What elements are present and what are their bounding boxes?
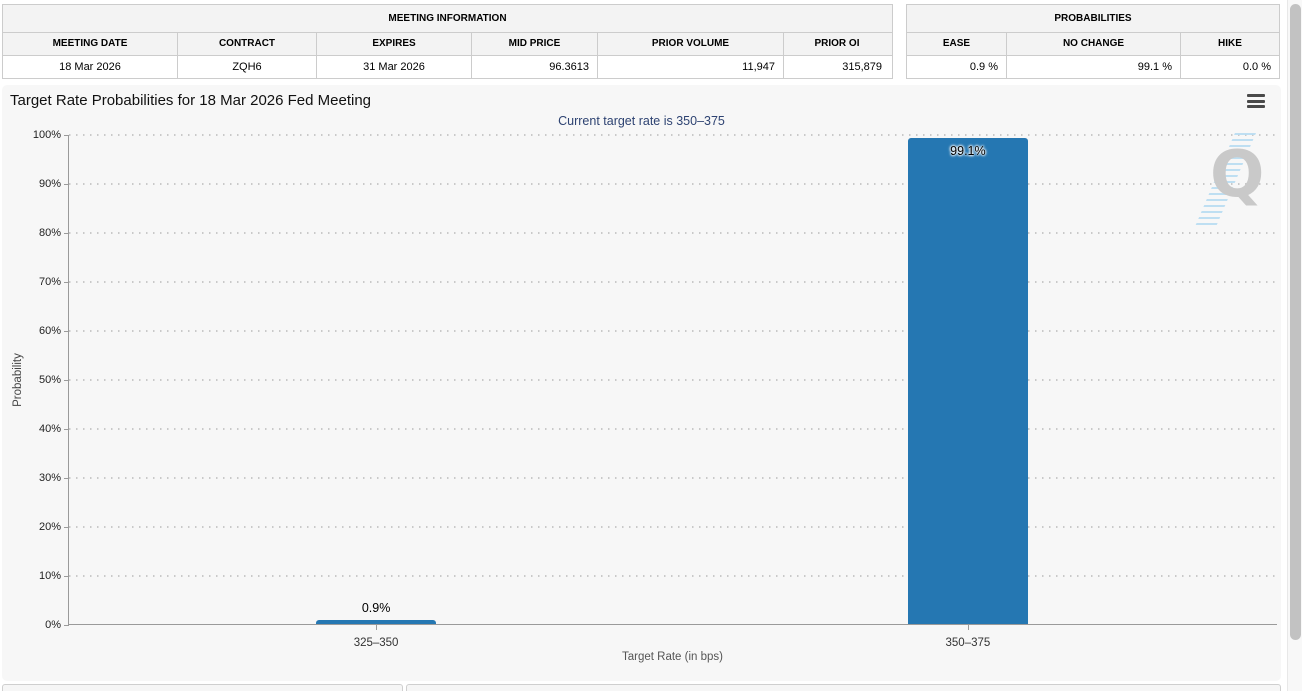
vertical-scrollbar[interactable] bbox=[1287, 0, 1302, 691]
y-tick-mark bbox=[64, 625, 69, 626]
bar-value-label: 0.9% bbox=[361, 600, 391, 615]
x-tick-mark bbox=[376, 625, 378, 630]
y-tick-label: 20% bbox=[38, 521, 61, 533]
chart-subtitle: Current target rate is 350–375 bbox=[558, 114, 725, 128]
y-tick-mark bbox=[64, 135, 69, 136]
x-tick-label: 325–350 bbox=[353, 637, 399, 649]
meeting-value-cell: 96.3613 bbox=[471, 56, 597, 78]
meeting-header-cell: EXPIRES bbox=[316, 33, 471, 55]
probabilities-header-cell: EASE bbox=[942, 38, 971, 49]
y-tick-mark bbox=[64, 478, 69, 479]
plot-area: 0% 10% 20% 30% 40% 50% 60% 70% 80% 90% 100% 0.9% 325… bbox=[33, 129, 1277, 649]
gridline-100 bbox=[69, 134, 1277, 136]
meeting-header-cell: MID PRICE bbox=[471, 33, 597, 55]
y-tick-mark bbox=[64, 233, 69, 234]
meeting-header-cell: CONTRACT bbox=[177, 33, 316, 55]
probability-bar[interactable] bbox=[316, 619, 437, 624]
meeting-value-cell: 31 Mar 2026 bbox=[316, 56, 471, 78]
gridline-80 bbox=[69, 232, 1277, 234]
gridline-30 bbox=[69, 477, 1277, 479]
y-tick-label: 30% bbox=[38, 472, 61, 484]
probabilities-table: PROBABILITIES EASE NO CHANGE HIKE 0.9 % 99.… bbox=[906, 4, 1280, 79]
x-axis-label: Target Rate (in bps) bbox=[622, 651, 723, 663]
y-tick-label: 90% bbox=[38, 178, 61, 190]
gridline-60 bbox=[69, 330, 1277, 332]
gridline-70 bbox=[69, 281, 1277, 283]
meeting-information-header-row: MEETING DATE CONTRACT EXPIRES MID PRICE PRIO… bbox=[3, 33, 892, 56]
x-tick-mark bbox=[967, 625, 969, 630]
probabilities-value-cell: 0.9 % bbox=[907, 56, 1006, 78]
bar-value-label: 99.1% bbox=[950, 144, 986, 159]
y-tick-mark bbox=[64, 380, 69, 381]
probabilities-header-cell: NO CHANGE bbox=[1006, 33, 1180, 55]
y-tick-label: 50% bbox=[38, 374, 61, 386]
quikstrike-q-logo-icon: Q bbox=[1210, 138, 1265, 212]
lower-panel-left bbox=[2, 684, 403, 691]
meeting-value-cell: 18 Mar 2026 bbox=[3, 56, 177, 78]
gridline-40 bbox=[69, 428, 1277, 430]
meeting-information-value-row: 18 Mar 2026 ZQH6 31 Mar 2026 96.3613 11,947 3… bbox=[3, 56, 892, 78]
gridline-20 bbox=[69, 526, 1277, 528]
y-tick-mark bbox=[64, 282, 69, 283]
quikstrike-watermark: Q bbox=[1194, 133, 1270, 229]
y-tick-label: 60% bbox=[38, 325, 61, 337]
meeting-value-cell: 315,879 bbox=[783, 56, 890, 78]
y-tick-mark bbox=[64, 184, 69, 185]
y-tick-mark bbox=[64, 331, 69, 332]
meeting-header-cell: PRIOR OI bbox=[783, 33, 890, 55]
x-tick-label: 350–375 bbox=[945, 637, 991, 649]
target-rate-probabilities-chart: Target Rate Probabilities for 18 Mar 202… bbox=[2, 85, 1281, 681]
y-tick-label: 100% bbox=[32, 129, 61, 141]
probability-bar[interactable] bbox=[907, 138, 1028, 624]
meeting-header-cell: PRIOR VOLUME bbox=[597, 33, 783, 55]
y-tick-mark bbox=[64, 429, 69, 430]
gridline-10 bbox=[69, 575, 1277, 577]
probabilities-value-cell: 0.0 % bbox=[1180, 56, 1279, 78]
y-tick-label: 10% bbox=[38, 570, 61, 582]
probabilities-title: PROBABILITIES bbox=[907, 5, 1279, 33]
gridline-50 bbox=[69, 379, 1277, 381]
meeting-value-cell: ZQH6 bbox=[177, 56, 316, 78]
meeting-information-title: MEETING INFORMATION bbox=[3, 5, 892, 33]
meeting-value-cell: 11,947 bbox=[597, 56, 783, 78]
y-tick-label: 70% bbox=[38, 276, 61, 288]
y-tick-label: 80% bbox=[38, 227, 61, 239]
gridline-90 bbox=[69, 183, 1277, 185]
chart-menu-icon[interactable] bbox=[1247, 94, 1265, 108]
probabilities-value-cell: 99.1 % bbox=[1006, 56, 1180, 78]
probabilities-value-row: 0.9 % 99.1 % 0.0 % bbox=[907, 56, 1279, 78]
probabilities-header-cell: HIKE bbox=[1180, 33, 1279, 55]
y-tick-mark bbox=[64, 576, 69, 577]
chart-title: Target Rate Probabilities for 18 Mar 202… bbox=[10, 92, 372, 109]
y-tick-label: 40% bbox=[38, 423, 61, 435]
meeting-header-cell: MEETING DATE bbox=[52, 38, 128, 49]
scrollbar-thumb[interactable] bbox=[1290, 4, 1301, 640]
y-tick-mark bbox=[64, 527, 69, 528]
meeting-information-table: MEETING INFORMATION MEETING DATE CONTRACT… bbox=[2, 4, 893, 79]
lower-panel-right bbox=[406, 684, 1281, 691]
y-tick-label: 0% bbox=[45, 619, 61, 631]
probabilities-header-row: EASE NO CHANGE HIKE bbox=[907, 33, 1279, 56]
